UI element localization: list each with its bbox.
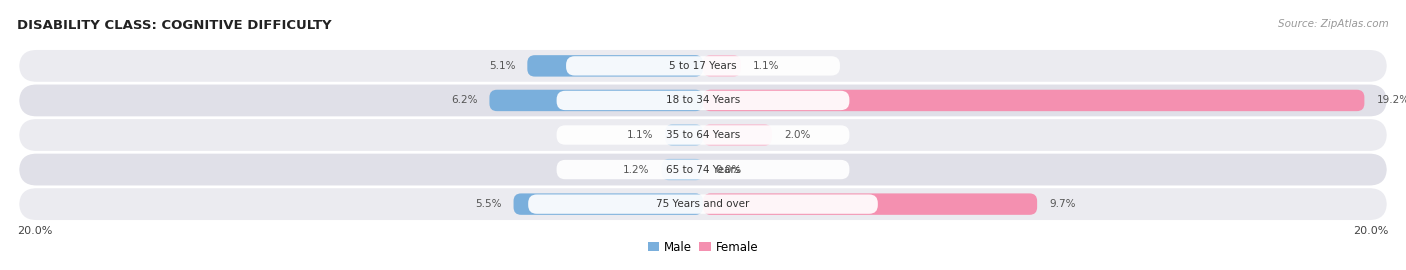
FancyBboxPatch shape (557, 91, 849, 110)
Text: 35 to 64 Years: 35 to 64 Years (666, 130, 740, 140)
FancyBboxPatch shape (665, 124, 703, 146)
FancyBboxPatch shape (529, 194, 877, 214)
FancyBboxPatch shape (703, 90, 1364, 111)
Text: 65 to 74 Years: 65 to 74 Years (666, 164, 740, 175)
FancyBboxPatch shape (557, 125, 849, 145)
Text: 18 to 34 Years: 18 to 34 Years (666, 95, 740, 106)
FancyBboxPatch shape (527, 55, 703, 77)
Text: 75 Years and over: 75 Years and over (657, 199, 749, 209)
FancyBboxPatch shape (20, 85, 1386, 116)
Text: 20.0%: 20.0% (17, 225, 53, 235)
Text: 9.7%: 9.7% (1049, 199, 1076, 209)
Text: 5.5%: 5.5% (475, 199, 502, 209)
Legend: Male, Female: Male, Female (648, 241, 758, 254)
Text: DISABILITY CLASS: COGNITIVE DIFFICULTY: DISABILITY CLASS: COGNITIVE DIFFICULTY (17, 19, 332, 32)
Text: 2.0%: 2.0% (785, 130, 810, 140)
Text: 1.2%: 1.2% (623, 164, 650, 175)
FancyBboxPatch shape (557, 160, 849, 179)
FancyBboxPatch shape (20, 154, 1386, 185)
Text: 5 to 17 Years: 5 to 17 Years (669, 61, 737, 71)
FancyBboxPatch shape (703, 193, 1038, 215)
Text: 19.2%: 19.2% (1376, 95, 1406, 106)
Text: 6.2%: 6.2% (451, 95, 478, 106)
FancyBboxPatch shape (513, 193, 703, 215)
Text: Source: ZipAtlas.com: Source: ZipAtlas.com (1278, 19, 1389, 29)
FancyBboxPatch shape (489, 90, 703, 111)
FancyBboxPatch shape (20, 50, 1386, 82)
Text: 1.1%: 1.1% (754, 61, 779, 71)
FancyBboxPatch shape (703, 55, 741, 77)
FancyBboxPatch shape (703, 124, 772, 146)
Text: 20.0%: 20.0% (1353, 225, 1389, 235)
Text: 5.1%: 5.1% (489, 61, 515, 71)
Text: 0.0%: 0.0% (716, 164, 741, 175)
FancyBboxPatch shape (662, 159, 703, 180)
FancyBboxPatch shape (20, 119, 1386, 151)
Text: 1.1%: 1.1% (627, 130, 652, 140)
FancyBboxPatch shape (567, 56, 839, 76)
FancyBboxPatch shape (20, 188, 1386, 220)
